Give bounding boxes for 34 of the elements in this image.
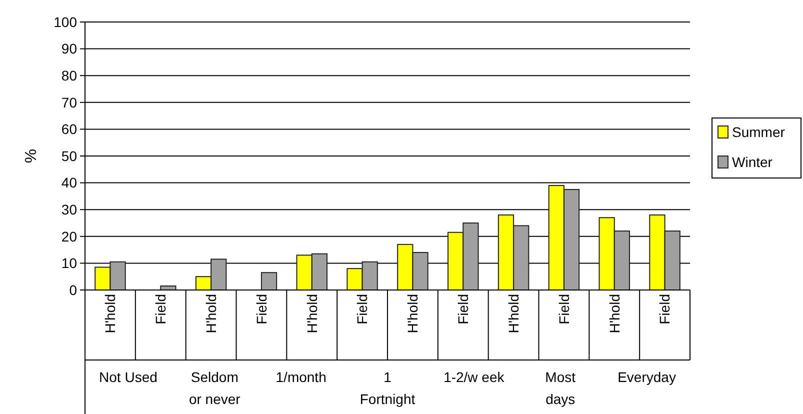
x-tick-label: Field xyxy=(253,294,270,324)
text: 1-2/w eek xyxy=(444,369,506,385)
text: Most days xyxy=(545,369,576,407)
bar xyxy=(260,272,278,290)
y-tick-label: 20 xyxy=(61,228,78,244)
x-tick-label: H'hold xyxy=(102,294,118,334)
y-tick-label: 10 xyxy=(61,255,78,272)
legend-label: Winter xyxy=(732,154,773,170)
y-tick-label: 50 xyxy=(61,148,78,164)
text: Seldom or never xyxy=(188,369,241,407)
x-tick-label: Field xyxy=(656,294,673,324)
y-tick-label: 30 xyxy=(61,202,78,218)
y-tick-label: 60 xyxy=(61,121,78,138)
y-tick-label: 100 xyxy=(54,14,78,30)
text: 1 Fortnight xyxy=(360,369,416,407)
x-tick-label: H'hold xyxy=(202,294,219,334)
legend-label: Summer xyxy=(732,124,786,140)
x-tick-label: Field xyxy=(354,294,370,324)
x-tick-label: Field xyxy=(556,294,572,324)
y-tick-label: 80 xyxy=(61,68,78,84)
x-tick-label: H'hold xyxy=(606,294,622,334)
y-tick-label: 40 xyxy=(61,174,78,191)
y-axis-title: % xyxy=(23,148,40,164)
x-tick-label: Field xyxy=(152,294,169,324)
text: Not Used xyxy=(99,369,158,385)
y-tick-label: 90 xyxy=(61,40,78,57)
x-tick-label: H'hold xyxy=(304,294,320,334)
x-tick-label: H'hold xyxy=(505,294,522,334)
y-tick-label: 70 xyxy=(61,94,78,110)
x-tick-label: Field xyxy=(455,294,472,324)
text: Everyday xyxy=(618,369,676,385)
x-tick-label: H'hold xyxy=(404,294,421,334)
text: 1/month xyxy=(276,369,326,385)
y-tick-label: 0 xyxy=(69,282,78,298)
